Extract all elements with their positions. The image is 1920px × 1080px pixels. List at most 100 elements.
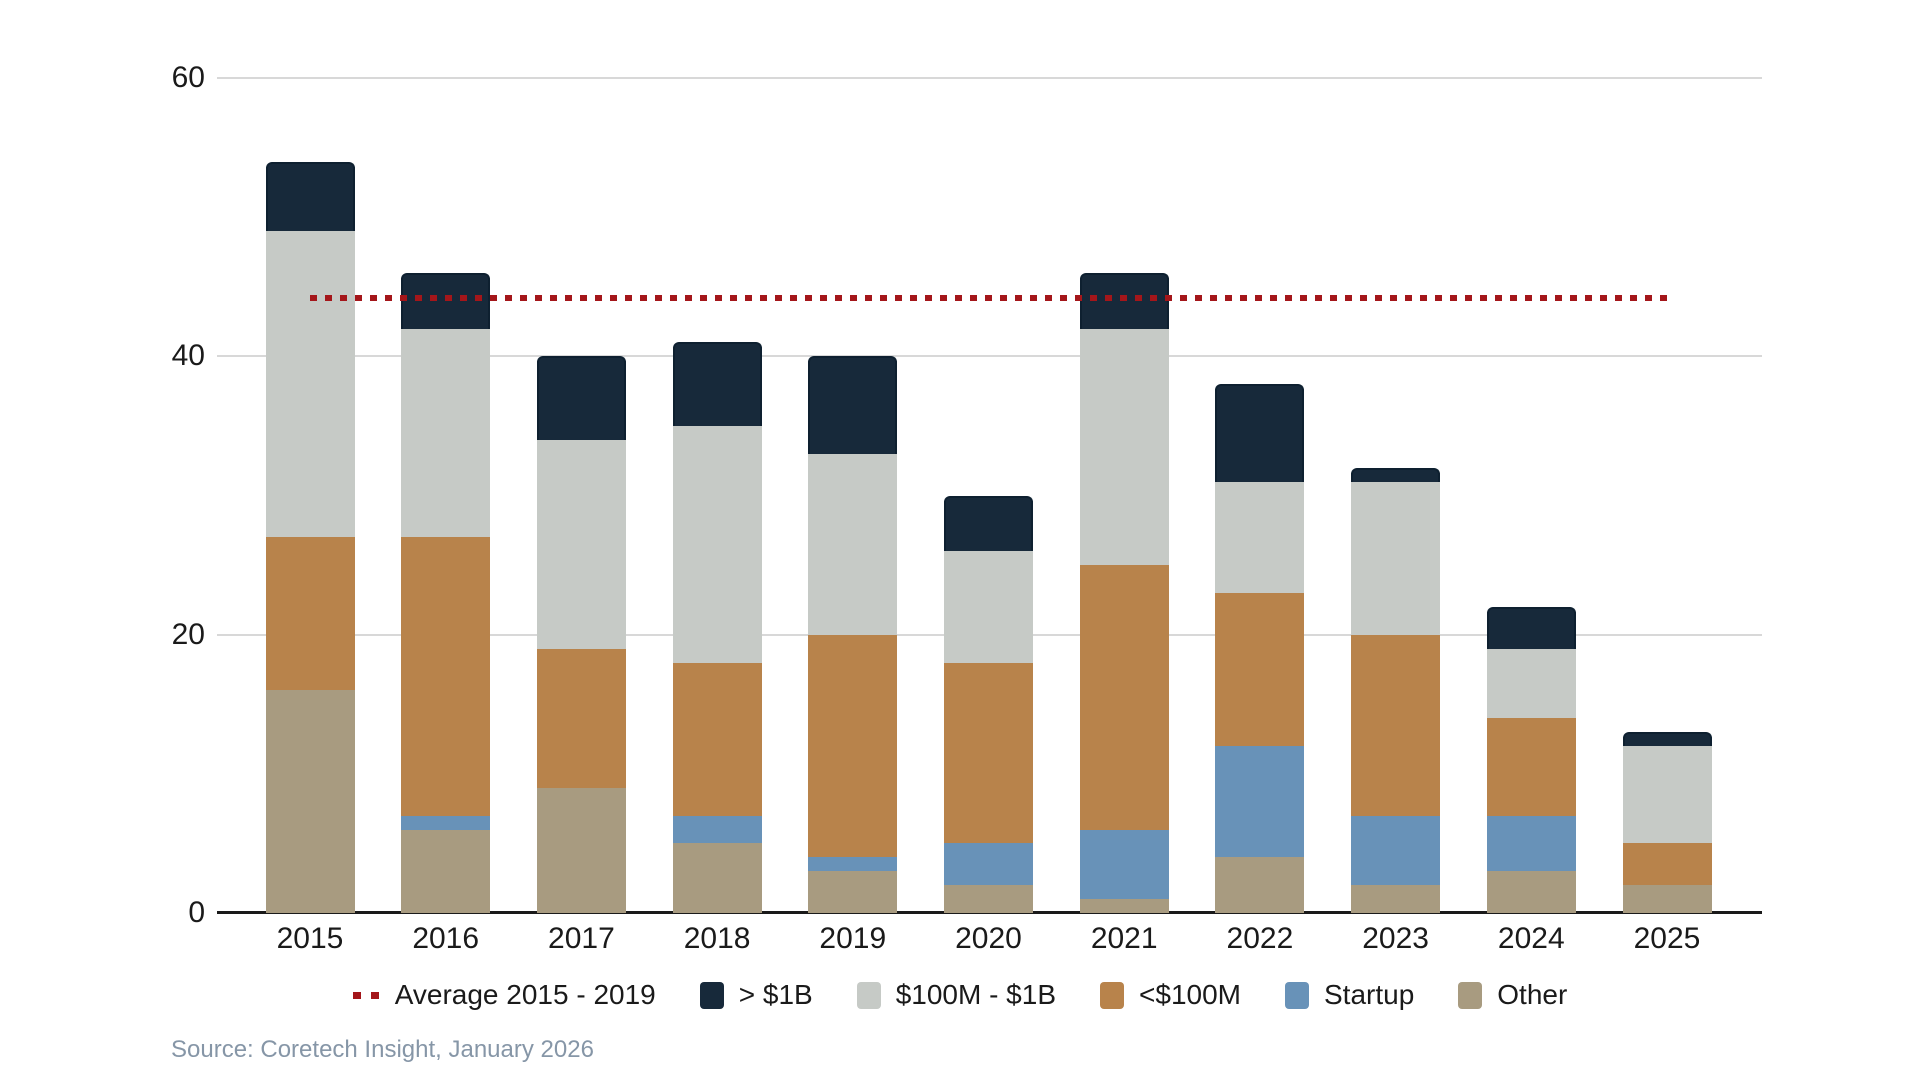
legend-item: Average 2015 - 2019 [352,978,656,1012]
bar-segment-2022-startup [1215,746,1305,858]
bar-segment-2021-lt-100m [1079,565,1169,830]
x-tick-label-2024: 2024 [1497,922,1565,955]
bar-segment-2020-lt-100m [944,662,1033,844]
bar-segment-2019-other [808,871,898,913]
bar-segment-2016-startup [401,815,491,830]
y-tick-label-60: 60 [171,61,205,94]
bar-2023 [1351,467,1441,913]
bar-2017 [536,356,626,913]
bar-segment-2021-other [1079,899,1169,913]
y-tick-label-0: 0 [188,896,205,929]
bar-segment-2021-startup [1079,829,1169,900]
bar-segment-2017-gt-1b [536,356,626,440]
legend-box-swatch-icon [1100,981,1125,1009]
bar-2021 [1079,272,1169,913]
legend-item: Other [1458,978,1567,1012]
bar-segment-2024-other [1486,871,1576,913]
legend-label: Other [1497,979,1568,1010]
bar-segment-2025-gt-1b [1622,732,1712,747]
x-tick-label-2015: 2015 [276,922,344,955]
bar-segment-2019-100m-1b [808,453,898,635]
gridline-40 [217,355,1762,358]
legend-label: <$100M [1139,979,1241,1010]
bar-2016 [401,272,491,913]
bar-segment-2023-gt-1b [1351,467,1441,482]
legend-box-swatch-icon [699,981,724,1009]
source-note: Source: Coretech Insight, January 2026 [171,1036,594,1063]
legend-item: Startup [1284,978,1415,1012]
legend-label: Average 2015 - 2019 [394,979,656,1010]
bar-segment-2016-lt-100m [401,537,491,816]
bar-segment-2017-lt-100m [536,648,626,788]
bar-segment-2015-100m-1b [265,231,355,538]
x-tick-label-2018: 2018 [683,922,751,955]
bar-segment-2017-other [536,787,626,913]
bar-segment-2018-gt-1b [672,342,762,426]
y-tick-label-20: 20 [171,617,205,651]
bar-segment-2025-other [1622,885,1712,913]
legend-label: $100M - $1B [895,979,1057,1010]
bar-segment-2020-gt-1b [944,495,1033,552]
x-tick-label-2019: 2019 [819,922,887,955]
bar-2019 [808,356,898,913]
bar-segment-2016-other [401,829,491,913]
bar-segment-2023-startup [1351,815,1441,886]
bar-segment-2018-100m-1b [672,425,762,663]
x-tick-label-2021: 2021 [1090,922,1158,955]
x-tick-label-2025: 2025 [1633,922,1701,955]
legend-box-swatch-icon [1458,981,1483,1009]
bar-segment-2017-100m-1b [536,439,626,649]
x-tick-label-2022: 2022 [1226,922,1294,955]
legend-item: <$100M [1100,978,1241,1012]
bar-segment-2021-100m-1b [1079,328,1169,566]
bar-segment-2020-startup [944,843,1033,886]
legend-box-swatch-icon [856,981,881,1009]
bar-segment-2020-100m-1b [944,551,1033,663]
bar-segment-2018-other [672,843,762,913]
legend-dash-swatch-icon [352,991,380,999]
bar-segment-2018-lt-100m [672,662,762,816]
average-reference-line [310,294,1667,301]
bar-segment-2019-gt-1b [808,356,898,454]
bar-segment-2020-other [944,885,1033,913]
bar-segment-2015-other [265,690,355,913]
bar-segment-2022-gt-1b [1215,384,1305,482]
bar-segment-2022-lt-100m [1215,592,1305,747]
bar-segment-2023-100m-1b [1351,481,1441,635]
bar-segment-2019-startup [808,857,898,872]
bar-segment-2024-100m-1b [1486,648,1576,719]
bar-segment-2022-other [1215,857,1305,913]
bar-segment-2023-other [1351,885,1441,913]
plot-area [217,77,1762,914]
legend-item: $100M - $1B [856,978,1057,1012]
x-tick-label-2023: 2023 [1362,922,1429,955]
bar-segment-2023-lt-100m [1351,634,1441,816]
bar-segment-2018-startup [672,815,762,844]
legend-box-swatch-icon [1284,981,1309,1009]
x-tick-label-2016: 2016 [412,922,480,955]
bar-segment-2016-100m-1b [401,328,491,538]
bar-segment-2025-100m-1b [1622,746,1712,844]
bar-2015 [265,161,355,913]
bar-segment-2024-lt-100m [1486,718,1576,816]
bar-2022 [1215,384,1305,913]
legend-label: Startup [1323,979,1415,1010]
bar-2020 [944,495,1033,913]
bar-segment-2022-100m-1b [1215,481,1305,593]
bar-segment-2024-gt-1b [1486,606,1576,649]
legend-label: > $1B [738,979,813,1010]
gridline-60 [217,77,1762,79]
bar-segment-2019-lt-100m [808,634,898,858]
bar-2018 [672,342,762,913]
bar-segment-2025-lt-100m [1622,843,1712,886]
bar-segment-2024-startup [1486,815,1576,872]
legend: Average 2015 - 2019 > $1B $100M - $1B <$100… [0,978,1920,1012]
legend-item: > $1B [699,978,813,1012]
bar-segment-2015-gt-1b [265,161,355,232]
x-tick-label-2017: 2017 [548,922,615,955]
bar-segment-2015-lt-100m [265,537,355,691]
bar-2025 [1622,732,1712,913]
x-tick-label-2020: 2020 [955,922,1022,955]
bar-2024 [1486,606,1576,913]
